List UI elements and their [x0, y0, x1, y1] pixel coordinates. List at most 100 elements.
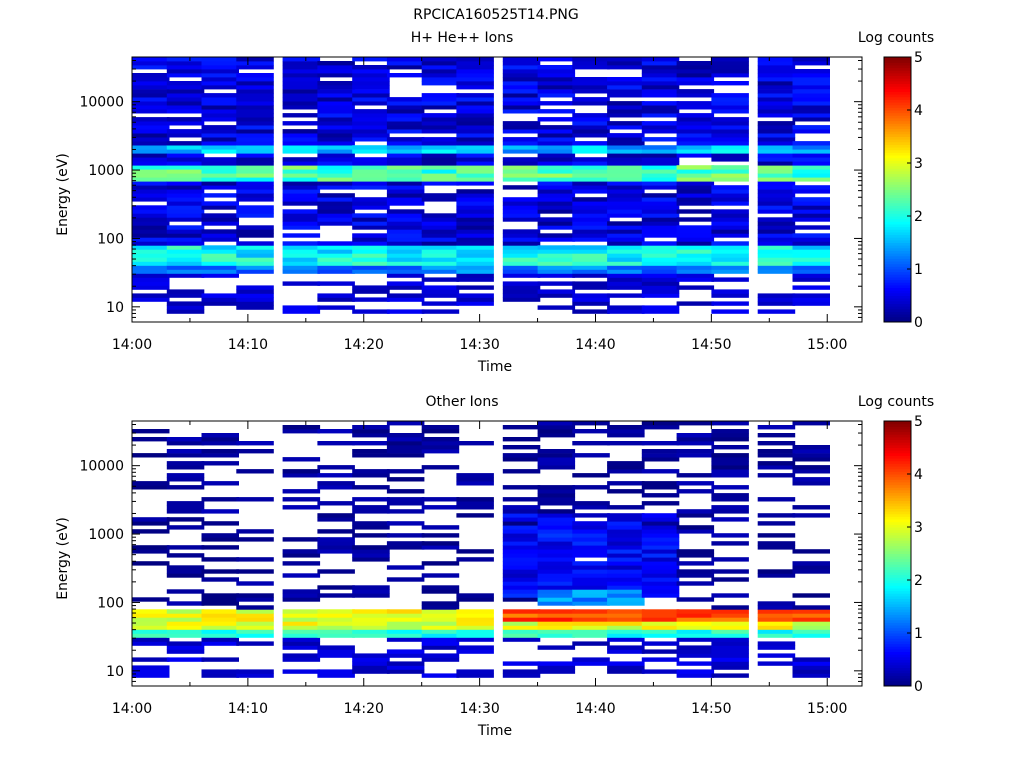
- colorbar-swatch: [884, 667, 911, 671]
- spectrogram-cell: [421, 125, 460, 130]
- spectrogram-cell: [166, 117, 205, 122]
- spectrogram-cell: [352, 181, 390, 186]
- spectrogram-cell: [166, 517, 205, 522]
- spectrogram-cell: [456, 97, 494, 102]
- spectrogram-cell: [676, 261, 715, 266]
- spectrogram-cell: [386, 101, 425, 106]
- spectrogram-cell: [132, 57, 170, 62]
- spectrogram-cell: [132, 257, 170, 262]
- spectrogram-cell: [456, 173, 494, 178]
- spectrogram-cell: [757, 69, 796, 74]
- spectrogram-cell: [502, 617, 541, 622]
- spectrogram-cell: [166, 509, 205, 514]
- spectrogram-cell: [711, 641, 749, 646]
- spectrogram-cell: [352, 473, 390, 478]
- spectrogram-cell: [201, 125, 239, 130]
- spectrogram-cell: [201, 69, 239, 74]
- spectrogram-cell: [641, 533, 680, 538]
- spectrogram-cell: [352, 57, 390, 62]
- spectrogram-cell: [572, 577, 610, 582]
- spectrogram-cell: [456, 177, 494, 182]
- spectrogram-cell: [456, 621, 494, 626]
- spectrogram-cell: [676, 241, 715, 246]
- spectrogram-cell: [537, 589, 576, 594]
- colorbar-swatch: [884, 86, 911, 90]
- spectrogram-cell: [352, 629, 390, 634]
- spectrogram-cell: [132, 641, 170, 646]
- spectrogram-cell: [282, 201, 321, 206]
- spectrogram-cell: [607, 633, 645, 638]
- spectrogram-cell: [607, 609, 645, 614]
- spectrogram-cell: [711, 621, 749, 626]
- spectrogram-cell: [236, 113, 274, 118]
- spectrogram-cell: [201, 261, 239, 266]
- spectrogram-cell: [676, 149, 715, 154]
- spectrogram-cell: [201, 617, 239, 622]
- spectrogram-cell: [711, 97, 749, 102]
- spectrogram-cell: [282, 169, 321, 174]
- spectrogram-cell: [757, 465, 796, 470]
- spectrogram-cell: [456, 301, 494, 306]
- spectrogram-cell: [456, 593, 494, 598]
- spectrogram-cell: [607, 89, 645, 94]
- spectrogram-cell: [641, 181, 680, 186]
- spectrogram-cell: [352, 221, 390, 226]
- spectrogram-cell: [352, 621, 390, 626]
- spectrogram-cell: [572, 501, 610, 506]
- spectrogram-cell: [282, 177, 321, 182]
- spectrogram-cell: [607, 109, 645, 114]
- spectrogram-cell: [352, 69, 390, 74]
- spectrogram-cell: [352, 257, 390, 262]
- spectrogram-cell: [201, 213, 239, 218]
- spectrogram-cell: [711, 557, 749, 562]
- spectrogram-cell: [236, 641, 274, 646]
- spectrogram-cell: [132, 633, 170, 638]
- spectrogram-cell: [456, 129, 494, 134]
- spectrogram-cell: [132, 141, 170, 146]
- spectrogram-cell: [236, 633, 274, 638]
- spectrogram-cell: [282, 669, 321, 674]
- colorbar-swatch: [884, 524, 911, 528]
- spectrogram-cell: [386, 193, 425, 198]
- spectrogram-cell: [386, 145, 425, 150]
- spectrogram-cell: [282, 305, 321, 310]
- spectrogram-cell: [456, 165, 494, 170]
- spectrogram-cell: [421, 153, 460, 158]
- colorbar-swatch: [884, 606, 911, 610]
- spectrogram-cell: [537, 157, 576, 162]
- spectrogram-cell: [572, 549, 610, 554]
- spectrogram-cell: [166, 121, 205, 126]
- spectrogram-cell: [386, 113, 425, 118]
- spectrogram-cell: [711, 133, 749, 138]
- spectrogram-cell: [132, 429, 170, 434]
- spectrogram-cell: [166, 237, 205, 242]
- spectrogram-cell: [757, 169, 796, 174]
- spectrogram-cell: [201, 93, 239, 98]
- spectrogram-cell: [166, 69, 205, 74]
- spectrogram-cell: [641, 101, 680, 106]
- spectrogram-cell: [537, 609, 576, 614]
- colorbar-swatch: [884, 112, 911, 116]
- spectrogram-cell: [641, 641, 680, 646]
- spectrogram-cell: [166, 225, 205, 230]
- spectrogram-cell: [641, 449, 680, 454]
- spectrogram-cell: [607, 589, 645, 594]
- spectrogram-cell: [537, 549, 576, 554]
- spectrogram-cell: [317, 133, 355, 138]
- colorbar-swatch: [884, 548, 911, 552]
- spectrogram-cell: [711, 673, 749, 678]
- spectrogram-cell: [572, 101, 610, 106]
- spectrogram-cell: [757, 309, 796, 314]
- colorbar-swatch: [884, 497, 911, 501]
- spectrogram-cell: [641, 669, 680, 674]
- spectrogram-cell: [201, 453, 239, 458]
- spectrogram-cell: [757, 609, 796, 614]
- x-tick-label: 14:40: [575, 701, 615, 717]
- colorbar-swatch: [884, 532, 911, 536]
- spectrogram-cell: [711, 625, 749, 630]
- colorbar-swatch: [884, 208, 911, 212]
- spectrogram-cell: [456, 133, 494, 138]
- spectrogram-cell: [676, 301, 715, 306]
- spectrogram-cell: [236, 157, 274, 162]
- spectrogram-cell: [132, 481, 170, 486]
